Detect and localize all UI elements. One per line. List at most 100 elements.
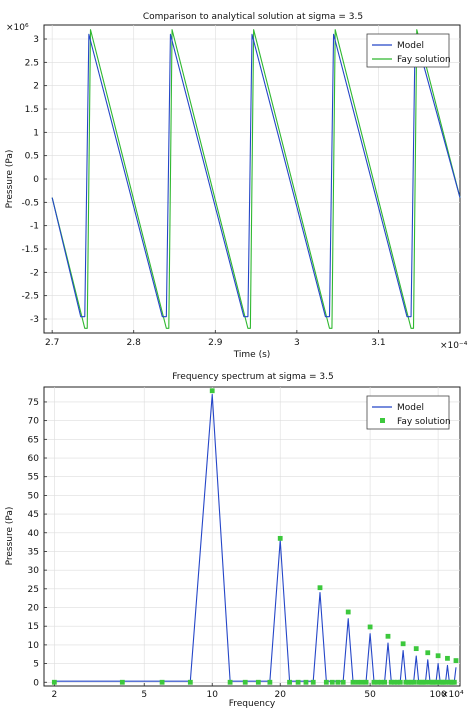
chart1-series — [51, 29, 461, 329]
chart2-y-tick-label: 5 — [33, 660, 39, 670]
chart2-fay-point — [295, 679, 301, 685]
chart1-y-scale-label: ×10⁶ — [6, 23, 29, 33]
chart2-fay-point — [350, 679, 356, 685]
chart2-fay-point — [382, 679, 388, 685]
chart2-y-tick-label: 55 — [28, 473, 39, 483]
chart2-fay-point — [287, 679, 292, 685]
chart2-fay-point — [159, 679, 165, 685]
chart2-fay-point — [388, 679, 394, 685]
chart2-fay-point — [400, 641, 406, 647]
chart2-grid — [44, 387, 460, 686]
chart2-y-tick-label: 35 — [28, 547, 39, 557]
chart2-y-tick-label: 15 — [28, 622, 39, 632]
chart2-y-tick-label: 75 — [28, 398, 39, 408]
chart1-legend-box — [366, 33, 450, 68]
chart2-fay-point — [394, 679, 400, 685]
chart2-fay-point — [443, 679, 449, 685]
chart2-fay-point — [267, 679, 273, 685]
chart1-legend: Model Fay solution — [366, 33, 451, 68]
chart1-y-tick-label: -1 — [30, 222, 39, 232]
chart2-legend-box — [366, 395, 450, 430]
chart2-series — [51, 388, 459, 685]
chart1-x-tick-label: 3.1 — [371, 338, 385, 348]
chart2-frame — [43, 386, 461, 687]
chart2-fay-point — [425, 650, 431, 656]
chart2-y-tick-label: 25 — [28, 585, 39, 595]
chart1-fay-line — [51, 29, 461, 329]
chart2-y-tick-label: 50 — [28, 491, 40, 501]
chart2-x-tick-label: 10 — [206, 690, 218, 700]
chart1-y-tick-label: -1.5 — [21, 245, 39, 255]
chart1-y-tick-label: 2.5 — [25, 58, 39, 68]
chart2-fay-point — [310, 679, 316, 685]
chart2-legend-fay: Fay solution — [397, 417, 451, 427]
chart1-x-tick-label: 2.8 — [127, 338, 142, 348]
chart1-y-tick-label: -0.5 — [21, 198, 39, 208]
frequency-spectrum-chart: Frequency spectrum at sigma = 3.5 75 70 65… — [5, 372, 464, 709]
chart2-fay-point — [445, 655, 450, 661]
chart2-y-tick-label: 60 — [28, 454, 40, 464]
chart2-fay-point — [411, 679, 417, 685]
chart2-fay-point — [406, 679, 411, 685]
chart2-x-tick-label: 20 — [274, 690, 286, 700]
chart2-x-tick-label: 50 — [364, 690, 376, 700]
chart2-fay-point — [255, 679, 261, 685]
chart2-fay-point — [340, 679, 346, 685]
chart2-fay-point — [345, 609, 351, 615]
chart2-x-tick-label: 5 — [141, 690, 147, 700]
chart1-x-ticks: 2.7 2.8 2.9 3 3.1 — [45, 330, 386, 348]
chart2-fay-point — [335, 679, 341, 685]
chart1-y-tick-label: 2 — [33, 82, 39, 92]
chart2-fay-point — [375, 679, 381, 685]
chart2-model-line — [54, 393, 457, 682]
chart2-y-tick-label: 45 — [28, 510, 39, 520]
chart1-y-ticks: 3 2.5 2 1.5 1 0.5 0 -0.5 -1 -1.5 -2 -2.5 -3 — [21, 35, 47, 325]
chart1-y-tick-label: 0.5 — [25, 152, 39, 162]
chart2-fay-point — [397, 679, 403, 685]
chart1-x-tick-label: 3 — [294, 338, 300, 348]
chart2-fay-point — [391, 679, 397, 685]
chart2-x-tick-label: 100 — [430, 690, 447, 700]
chart2-fay-point — [359, 679, 365, 685]
chart1-x-axis-label: Time (s) — [233, 350, 271, 360]
chart2-fay-point — [367, 624, 373, 630]
chart2-y-tick-label: 20 — [28, 604, 40, 614]
time-domain-chart: Comparison to analytical solution at sig… — [5, 12, 468, 360]
chart2-y-axis-label: Pressure (Pa) — [5, 507, 15, 566]
chart2-fay-point — [303, 679, 309, 685]
chart1-title: Comparison to analytical solution at sig… — [143, 12, 363, 22]
chart2-fay-point — [453, 658, 459, 663]
chart2-x-scale-label: ×10⁴ — [441, 690, 464, 700]
chart2-fay-point — [423, 679, 428, 685]
chart2-y-tick-label: 0 — [33, 678, 39, 688]
chart1-x-scale-label: ×10⁻⁴ — [440, 341, 468, 351]
chart2-x-axis-label: Frequency — [229, 699, 276, 709]
chart2-fay-point — [209, 388, 215, 394]
chart2-fay-point — [51, 679, 57, 685]
chart2-y-tick-label: 70 — [28, 417, 40, 427]
chart2-y-tick-label: 40 — [28, 529, 40, 539]
chart2-fay-point — [413, 646, 419, 652]
chart2-legend: Model Fay solution — [366, 395, 451, 430]
chart1-y-tick-label: 0 — [33, 175, 39, 185]
chart2-fay-point — [433, 679, 439, 685]
chart2-fay-point — [355, 679, 360, 685]
chart2-y-tick-label: 30 — [28, 566, 40, 576]
chart1-y-tick-label: -3 — [30, 315, 39, 325]
chart2-fay-point — [277, 535, 283, 541]
chart2-fay-point — [403, 679, 409, 685]
chart2-fay-point — [242, 679, 248, 685]
chart1-y-tick-label: 1.5 — [25, 105, 39, 115]
chart1-model-line — [51, 33, 461, 318]
chart2-x-tick-label: 2 — [51, 690, 57, 700]
chart1-legend-model: Model — [397, 41, 424, 51]
chart2-fay-point — [363, 679, 369, 685]
chart2-y-tick-label: 65 — [28, 435, 39, 445]
chart2-fay-point — [451, 679, 457, 685]
chart1-x-tick-label: 2.7 — [45, 338, 59, 348]
chart2-y-tick-label: 10 — [28, 641, 40, 651]
chart1-legend-fay: Fay solution — [397, 55, 451, 65]
chart2-fay-point — [408, 679, 414, 685]
chart2-fay-point — [323, 679, 329, 685]
